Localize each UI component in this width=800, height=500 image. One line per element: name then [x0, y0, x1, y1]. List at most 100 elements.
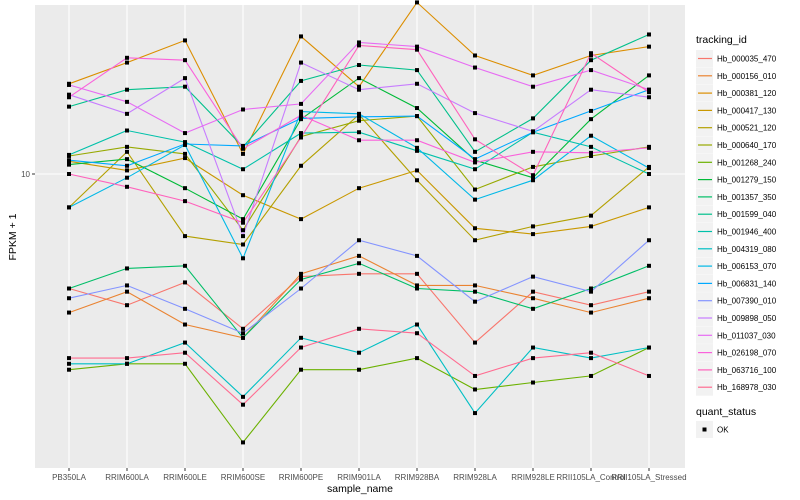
- data-point: [647, 289, 651, 294]
- data-point: [125, 87, 129, 92]
- data-point: [241, 326, 245, 331]
- data-point: [67, 162, 71, 167]
- data-point: [589, 153, 593, 158]
- data-point: [473, 340, 477, 345]
- data-point: [299, 163, 303, 168]
- data-point: [589, 117, 593, 122]
- data-point: [241, 394, 245, 399]
- data-point: [473, 373, 477, 378]
- legend-label: Hb_000035_470: [717, 55, 777, 64]
- legend-label: Hb_007390_010: [717, 297, 777, 306]
- data-point: [241, 143, 245, 148]
- data-point: [357, 40, 361, 45]
- data-point: [473, 411, 477, 416]
- data-point: [589, 310, 593, 315]
- legend-label: Hb_001946_400: [717, 228, 777, 237]
- data-point: [589, 51, 593, 56]
- data-point: [357, 261, 361, 266]
- data-point: [299, 101, 303, 106]
- data-point: [357, 43, 361, 48]
- data-point: [473, 187, 477, 192]
- data-point: [473, 149, 477, 154]
- x-tick-label: RRII105LA_Control: [556, 473, 626, 482]
- data-point: [531, 296, 535, 301]
- data-point: [299, 109, 303, 114]
- data-point: [647, 32, 651, 37]
- data-point: [647, 172, 651, 176]
- data-point: [531, 345, 535, 350]
- data-point: [125, 266, 129, 271]
- data-point: [125, 283, 129, 288]
- data-point: [67, 361, 71, 366]
- data-point: [531, 289, 535, 294]
- data-point: [531, 356, 535, 361]
- legend-point-shape: [702, 427, 707, 432]
- data-point: [241, 256, 245, 261]
- legend-label: OK: [717, 426, 729, 435]
- data-point: [647, 73, 651, 78]
- data-point: [67, 172, 71, 176]
- data-point: [241, 335, 245, 340]
- data-point: [299, 286, 303, 291]
- data-point: [415, 44, 419, 49]
- data-point: [357, 253, 361, 258]
- data-point: [589, 150, 593, 155]
- data-point: [67, 296, 71, 301]
- data-point: [241, 440, 245, 445]
- data-point: [125, 289, 129, 294]
- data-point: [415, 356, 419, 361]
- data-point: [183, 361, 187, 366]
- data-point: [647, 44, 651, 49]
- x-tick-label: RRIM600LA: [105, 473, 149, 482]
- data-point: [473, 289, 477, 294]
- data-point: [125, 361, 129, 366]
- data-point: [125, 60, 129, 65]
- data-point: [473, 167, 477, 172]
- data-point: [357, 63, 361, 68]
- legend-label: Hb_168978_030: [717, 383, 777, 392]
- data-point: [473, 299, 477, 304]
- data-point: [183, 350, 187, 355]
- data-point: [67, 310, 71, 315]
- data-point: [241, 402, 245, 407]
- legend-label: Hb_009898_050: [717, 314, 777, 323]
- grid-lines: [35, 5, 685, 468]
- data-point: [67, 286, 71, 291]
- data-point: [647, 95, 651, 100]
- legend: tracking_id Hb_000035_470 Hb_000156_010 Hb…: [696, 34, 777, 438]
- data-point: [589, 144, 593, 149]
- x-tick-label: RRIM901LA: [337, 473, 381, 482]
- data-point: [415, 148, 419, 153]
- legend-label: Hb_004319_080: [717, 245, 777, 254]
- data-point: [531, 232, 535, 237]
- data-point: [473, 157, 477, 162]
- data-point: [357, 326, 361, 331]
- points-layer: [67, 0, 651, 445]
- data-point: [241, 242, 245, 247]
- data-point: [67, 205, 71, 210]
- data-point: [241, 234, 245, 239]
- data-point: [357, 138, 361, 143]
- data-point: [531, 164, 535, 169]
- data-point: [357, 367, 361, 372]
- data-point: [183, 141, 187, 146]
- data-point: [241, 146, 245, 151]
- data-point: [183, 234, 187, 239]
- data-point: [357, 186, 361, 191]
- data-point: [473, 197, 477, 202]
- data-point: [241, 228, 245, 233]
- data-point: [415, 322, 419, 327]
- data-point: [357, 84, 361, 89]
- data-point: [183, 76, 187, 81]
- data-point: [67, 95, 71, 100]
- data-point: [589, 303, 593, 308]
- data-point: [531, 129, 535, 134]
- x-tick-label: RRIM600PE: [279, 473, 323, 482]
- data-point: [415, 0, 419, 5]
- data-point: [125, 303, 129, 308]
- data-point: [531, 306, 535, 311]
- data-point: [183, 263, 187, 268]
- data-point: [589, 87, 593, 92]
- data-point: [241, 217, 245, 222]
